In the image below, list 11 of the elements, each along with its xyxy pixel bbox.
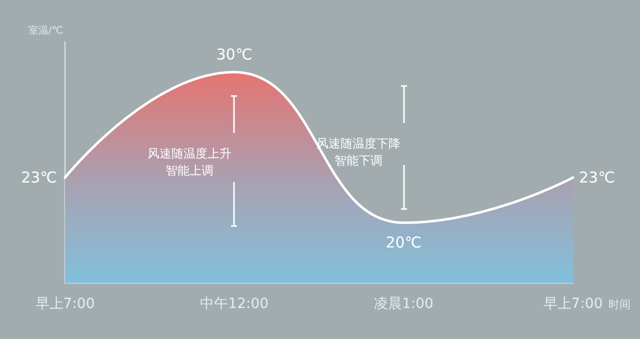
x-axis-title: 时间 [608,298,631,311]
x-tick-label: 早上7:00 [543,296,603,312]
x-tick-label: 中午12:00 [200,296,269,312]
data-label: 30℃ [216,46,252,64]
y-axis-title: 室温/℃ [28,24,63,36]
data-label: 20℃ [386,233,422,252]
annotation: 风速随温度上升智能上调 [147,146,232,178]
x-tick-label: 凌晨1:00 [374,296,434,312]
data-label: 23℃ [579,168,615,187]
data-label: 23℃ [21,168,57,187]
x-tick-label: 早上7:00 [35,296,95,312]
